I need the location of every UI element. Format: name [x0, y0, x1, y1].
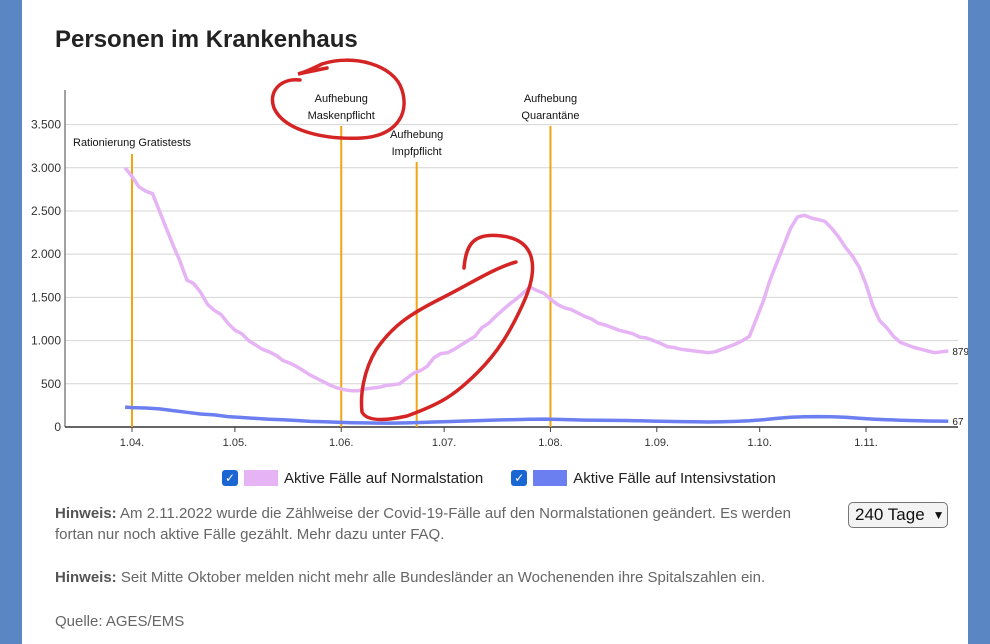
time-range-select[interactable]: 240 Tage ▼: [848, 502, 948, 528]
legend-item-icu[interactable]: ✓ Aktive Fälle auf Intensivstation: [511, 470, 776, 487]
checkbox-icu[interactable]: ✓: [511, 470, 528, 486]
note-1-prefix: Hinweis:: [55, 505, 117, 522]
source-note: Quelle: AGES/EMS: [55, 613, 185, 630]
x-tick-label: 1.09.: [645, 437, 669, 449]
x-tick-labels: 1.04. 1.05. 1.06. 1.07. 1.08. 1.09. 1.10. 1.11.: [120, 427, 878, 449]
event-label: Impfpflicht: [392, 146, 442, 158]
x-tick-label: 1.08.: [538, 437, 562, 449]
y-tick-label: 1.000: [31, 334, 61, 348]
y-tick-label: 3.000: [31, 161, 61, 175]
event-label: Aufhebung: [390, 129, 443, 141]
series-line-normal: [123, 166, 949, 393]
legend-item-normal[interactable]: ✓ Aktive Fälle auf Normalstation: [222, 470, 483, 487]
legend: ✓ Aktive Fälle auf Normalstation ✓ Aktiv…: [222, 467, 804, 489]
time-range-value: 240 Tage: [855, 505, 925, 524]
event-label: Aufhebung: [315, 93, 368, 105]
x-tick-label: 1.07.: [432, 437, 456, 449]
x-tick-label: 1.04.: [120, 437, 144, 449]
series-line-icu: [124, 405, 949, 425]
hand-drawn-annotations: [270, 58, 535, 422]
note-weekend-reporting: Hinweis: Seit Mitte Oktober melden nicht…: [55, 567, 795, 588]
x-tick-label: 1.06.: [329, 437, 353, 449]
hospital-chart: 0 500 1.000 1.500 2.000 2.500 3.000 3.500 1.04.…: [31, 58, 968, 449]
x-tick-label: 1.05.: [223, 437, 247, 449]
note-counting-change: Hinweis: Am 2.11.2022 wurde die Zählweis…: [55, 503, 795, 545]
x-tick-label: 1.11.: [854, 437, 878, 449]
event-label: Rationierung Gratistests: [73, 137, 191, 149]
end-label-icu: 67: [952, 417, 964, 428]
legend-label-icu: Aktive Fälle auf Intensivstation: [573, 469, 776, 487]
page-title: Personen im Krankenhaus: [55, 26, 358, 53]
event-label: Aufhebung: [524, 93, 577, 105]
y-tick-label: 0: [54, 420, 61, 434]
event-label: Maskenpflicht: [308, 110, 375, 122]
y-tick-label: 2.000: [31, 247, 61, 261]
chart-panel: Personen im Krankenhaus 0 500 1.000 1.500 2.…: [22, 0, 968, 644]
legend-label-normal: Aktive Fälle auf Normalstation: [284, 469, 484, 487]
event-markers: Rationierung Gratistests Aufhebung Maskenp…: [73, 93, 580, 427]
note-2-text: Seit Mitte Oktober melden nicht mehr all…: [116, 569, 766, 586]
chevron-down-icon: ▼: [932, 508, 945, 522]
legend-swatch-normal: [244, 470, 278, 486]
note-1-text: Am 2.11.2022 wurde die Zählweise der Cov…: [55, 505, 791, 543]
y-tick-labels: 0 500 1.000 1.500 2.000 2.500 3.000 3.500: [31, 118, 61, 434]
legend-swatch-icu: [533, 470, 568, 486]
checkbox-normal[interactable]: ✓: [222, 470, 238, 486]
series-lines: [123, 166, 949, 425]
x-tick-label: 1.10.: [747, 437, 771, 449]
y-tick-label: 3.500: [31, 118, 61, 132]
arrow-annotation: [359, 233, 535, 422]
y-tick-label: 1.500: [31, 290, 61, 304]
y-tick-label: 2.500: [31, 204, 61, 218]
grid: [64, 90, 958, 428]
circle-annotation: [270, 58, 406, 140]
note-2-prefix: Hinweis:: [55, 569, 117, 586]
event-label: Quarantäne: [521, 110, 579, 122]
y-tick-label: 500: [41, 377, 61, 391]
end-labels: 879 67: [952, 347, 968, 428]
end-label-normal: 879: [952, 347, 968, 358]
